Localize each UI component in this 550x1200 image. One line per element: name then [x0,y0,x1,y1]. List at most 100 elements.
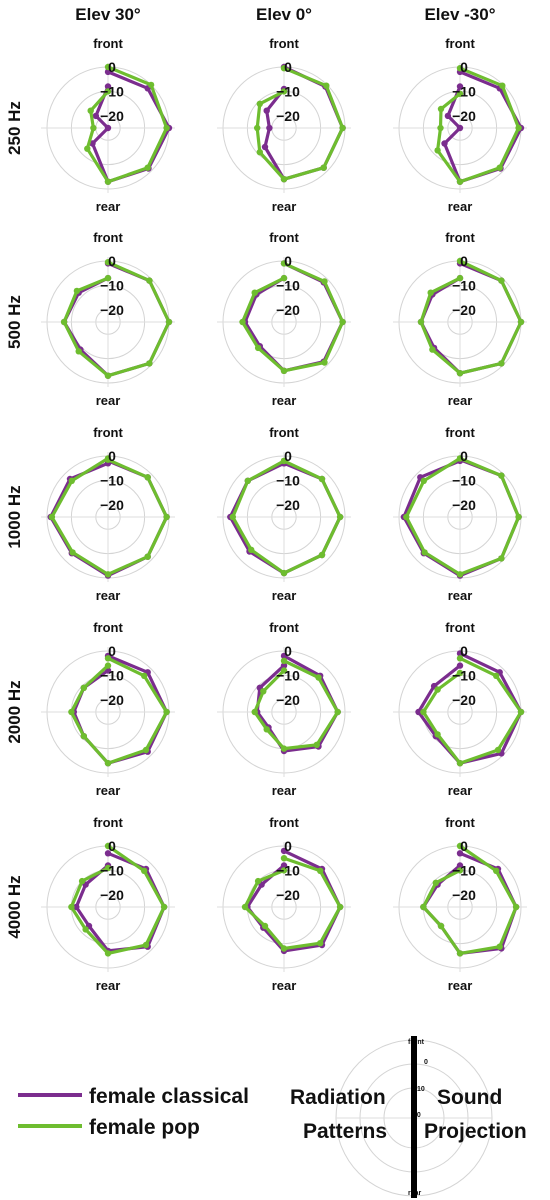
data-point-female-classical [456,862,464,869]
data-point-female-pop [280,274,288,282]
data-point-female-pop [146,360,153,367]
data-point-female-classical [104,124,112,132]
data-point-female-classical [456,662,464,669]
data-point-female-pop [432,879,439,886]
position-label-front: front [93,36,123,51]
polar-panel: front rear 0 −10 −20 [393,815,527,993]
data-point-female-pop [144,474,151,481]
data-point-female-pop [104,950,112,957]
data-point-female-pop [427,289,434,296]
data-point-female-pop [280,745,288,752]
polar-panel: front rear 0 −10 −20 [217,620,351,798]
data-point-female-pop [403,513,410,521]
data-point-female-pop [90,124,97,132]
data-point-female-pop [456,65,464,72]
data-point-female-classical [73,903,80,911]
polar-panel: front rear 0 −10 −20 [393,620,527,798]
data-point-female-pop [456,178,464,185]
data-point-female-pop [144,553,151,560]
position-label-rear: rear [272,393,297,408]
caption-word-radiation: Radiation [290,1086,386,1109]
data-point-female-pop [251,708,258,716]
r-tick-label: −20 [276,887,300,903]
r-tick-label: −10 [452,83,476,99]
row-label-500-hz: 500 Hz [5,295,24,349]
data-point-female-pop [254,124,261,132]
position-label-rear: rear [448,199,473,214]
position-label-front: front [445,425,475,440]
data-point-female-pop [321,359,328,366]
data-point-female-pop [163,124,170,132]
data-point-female-pop [496,164,503,171]
data-point-female-pop [104,760,112,767]
data-point-female-pop [417,318,425,326]
column-title-elev-0: Elev 0° [256,5,312,24]
position-label-front: front [269,620,299,635]
data-point-female-pop [280,457,288,465]
data-point-female-pop [437,105,445,113]
r-tick-label: 0 [108,643,116,659]
data-point-female-classical [261,143,269,151]
legend-label-female-pop: female pop [89,1116,200,1139]
data-point-female-pop [512,903,520,911]
r-tick-label: −10 [452,277,476,293]
data-point-female-pop [456,842,464,850]
position-label-front: front [93,815,123,830]
r-tick-label: −20 [276,302,300,318]
data-point-female-classical [456,650,464,657]
data-point-female-pop [420,708,427,716]
data-point-female-pop [73,287,81,295]
data-point-female-pop [320,164,327,171]
position-label-rear: rear [96,393,121,408]
r-tick-label: −10 [276,83,300,99]
data-point-female-pop [84,145,91,152]
data-point-female-pop [517,708,525,716]
data-point-female-pop [515,513,522,521]
r-tick-label: −20 [100,302,124,318]
legend: female classical female pop [18,1085,249,1139]
data-point-female-pop [104,88,112,95]
r-tick-label: 0 [108,448,116,464]
r-tick-label: −20 [276,692,300,708]
position-label-front: front [269,230,299,245]
position-label-front: front [269,425,299,440]
data-point-female-classical [280,662,288,669]
data-point-female-pop [60,318,68,326]
data-point-female-pop [498,277,505,284]
data-point-female-pop [104,662,112,669]
data-point-female-classical [456,850,464,857]
data-point-female-pop [437,922,445,930]
column-title-elev-30: Elev -30° [424,5,495,24]
data-point-female-classical [104,850,112,857]
data-point-female-pop [456,257,464,265]
data-point-female-pop [261,922,269,930]
data-point-female-pop [280,657,288,664]
r-tick-label: −10 [276,862,300,878]
data-point-female-pop [493,867,500,874]
data-point-female-pop [334,708,341,716]
data-point-female-pop [241,903,249,911]
data-point-female-pop [429,346,436,353]
position-label-front: front [445,36,475,51]
mini-polar-graphic: front rear 0 10 20 Radiation Patterns So… [290,1036,527,1198]
r-tick-label: −20 [452,887,476,903]
data-point-female-pop [323,82,330,89]
data-point-female-pop [104,274,112,282]
r-tick-label: 0 [460,59,468,75]
data-point-female-classical [92,112,100,120]
data-point-female-pop [434,686,441,693]
data-point-female-pop [498,360,505,367]
r-tick-label: −20 [452,497,476,513]
data-point-female-pop [141,672,148,679]
data-point-female-pop [48,513,56,521]
r-tick-label: −10 [276,277,300,293]
position-label-front: front [445,230,475,245]
data-point-female-pop [80,733,88,740]
position-label-rear: rear [96,783,121,798]
r-tick-label: −10 [452,667,476,683]
data-point-female-pop [280,867,288,874]
r-tick-label: 0 [460,253,468,269]
position-label-front: front [445,620,475,635]
caption-word-patterns: Patterns [303,1120,387,1143]
data-point-female-pop [280,260,288,267]
